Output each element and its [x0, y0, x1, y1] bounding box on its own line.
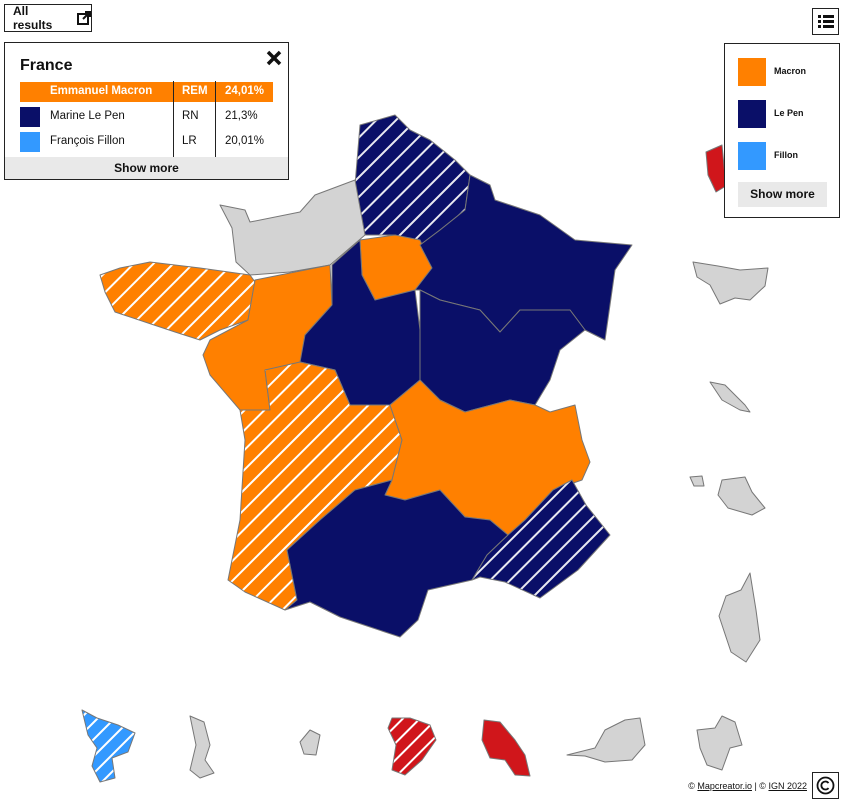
separator: | ©: [754, 781, 766, 791]
region-island-red[interactable]: [705, 144, 727, 193]
region-island-c[interactable]: [717, 476, 766, 516]
list-icon: [818, 15, 834, 28]
result-row[interactable]: François Fillon LR 20,01%: [20, 132, 273, 152]
result-row[interactable]: Marine Le Pen RN 21,3%: [20, 107, 273, 127]
column-divider: [173, 81, 174, 157]
region-overseas-red[interactable]: [481, 719, 531, 777]
close-button[interactable]: [265, 49, 283, 67]
region-overseas-grey-4[interactable]: [696, 715, 743, 771]
region-overseas-grey-2[interactable]: [299, 729, 321, 756]
candidate-swatch: [20, 107, 40, 127]
region-overseas-blue[interactable]: [81, 709, 136, 783]
list-button[interactable]: [812, 8, 839, 35]
legend-swatch: [738, 142, 766, 170]
region-island-a[interactable]: [692, 261, 769, 305]
legend-label: Fillon: [774, 150, 798, 160]
region-island-b[interactable]: [709, 381, 751, 413]
legend-item[interactable]: Macron: [738, 58, 833, 86]
vote-share: 21,3%: [225, 110, 258, 122]
copyright-icon: [816, 776, 835, 795]
party: LR: [182, 135, 197, 147]
region-overseas-grey-3[interactable]: [566, 717, 646, 763]
region-bretagne[interactable]: [99, 261, 256, 341]
vote-share: 24,01%: [225, 85, 265, 97]
show-more-button[interactable]: Show more: [5, 157, 288, 179]
region-corse[interactable]: [718, 572, 761, 663]
all-results-label: All results: [13, 4, 53, 32]
info-panel: France Emmanuel Macron REM 24,01% Marine Le…: [4, 42, 289, 180]
candidate-name: Emmanuel Macron: [50, 85, 153, 97]
region-island-d[interactable]: [689, 475, 705, 487]
legend-item[interactable]: Fillon: [738, 142, 833, 170]
copyright: ©: [688, 781, 695, 791]
region-overseas-grey-1[interactable]: [189, 715, 215, 779]
column-divider: [215, 81, 216, 157]
external-icon: [77, 11, 91, 25]
party: RN: [182, 110, 199, 122]
region-overseas-red-hatched[interactable]: [387, 717, 437, 776]
attribution: © Mapcreator.io | © IGN 2022: [688, 781, 807, 791]
source-link[interactable]: Mapcreator.io: [697, 781, 752, 791]
legend: Macron Le Pen Fillon Show more: [724, 43, 840, 218]
result-row[interactable]: Emmanuel Macron REM 24,01%: [20, 82, 273, 102]
party: REM: [182, 85, 208, 97]
panel-title: France: [20, 57, 73, 74]
legend-item[interactable]: Le Pen: [738, 100, 833, 128]
candidate-name: Marine Le Pen: [50, 110, 125, 122]
legend-swatch: [738, 58, 766, 86]
region-paca[interactable]: [471, 479, 611, 599]
candidate-name: François Fillon: [50, 135, 125, 147]
vote-share: 20,01%: [225, 135, 265, 147]
ign-link[interactable]: IGN 2022: [768, 781, 807, 791]
all-results-button[interactable]: All results: [4, 4, 92, 32]
copyright-button[interactable]: [812, 772, 839, 799]
legend-label: Macron: [774, 66, 807, 76]
legend-show-more[interactable]: Show more: [738, 182, 827, 207]
legend-label: Le Pen: [774, 108, 804, 118]
regions: [81, 114, 769, 783]
candidate-swatch: [20, 132, 40, 152]
region-normandie[interactable]: [219, 179, 366, 276]
legend-swatch: [738, 100, 766, 128]
